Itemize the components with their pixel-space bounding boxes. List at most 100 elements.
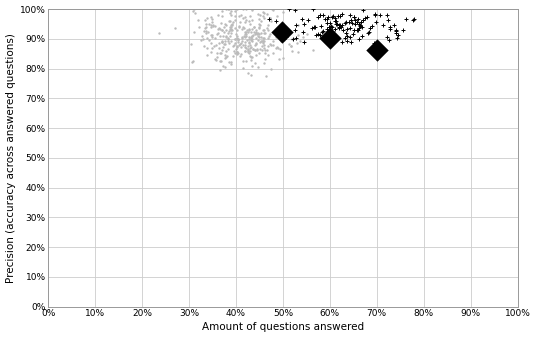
Point	[349, 14, 358, 20]
Point	[269, 50, 277, 56]
Point	[249, 24, 258, 30]
Point	[371, 11, 379, 17]
Point	[295, 38, 304, 44]
Point	[227, 26, 235, 31]
Point	[218, 38, 226, 44]
Point	[353, 19, 361, 25]
Point	[233, 51, 242, 57]
Point	[230, 40, 239, 45]
Point	[347, 40, 355, 45]
Point	[287, 36, 296, 42]
Point	[365, 29, 374, 35]
Point	[259, 35, 267, 41]
Point	[222, 49, 230, 54]
Point	[205, 37, 213, 43]
Point	[280, 24, 289, 30]
Point	[294, 22, 302, 28]
Point	[327, 30, 336, 35]
Point	[327, 14, 336, 20]
Point	[216, 26, 225, 32]
Point	[207, 32, 216, 38]
Point	[402, 17, 411, 22]
Point	[358, 33, 367, 38]
Point	[328, 14, 337, 19]
Point	[263, 11, 271, 17]
Point	[215, 33, 224, 39]
Point	[227, 30, 235, 35]
Point	[326, 23, 335, 29]
Point	[310, 24, 318, 29]
Point	[323, 20, 331, 26]
Point	[240, 29, 249, 35]
Point	[243, 70, 252, 75]
Point	[276, 46, 285, 51]
Point	[202, 35, 211, 41]
Point	[393, 35, 401, 41]
Point	[155, 31, 163, 36]
Point	[245, 39, 254, 44]
Point	[218, 40, 226, 45]
Point	[245, 43, 254, 48]
Point	[355, 24, 364, 29]
Point	[220, 52, 229, 58]
Point	[269, 38, 277, 43]
Point	[252, 41, 260, 46]
Point	[244, 35, 253, 40]
Point	[211, 35, 220, 41]
Point	[221, 34, 230, 40]
Point	[241, 29, 250, 34]
Point	[229, 53, 237, 58]
Point	[316, 13, 325, 18]
Point	[364, 30, 373, 35]
Point	[238, 34, 247, 40]
Point	[260, 61, 269, 66]
Point	[252, 35, 260, 41]
Point	[199, 29, 208, 34]
Point	[250, 60, 259, 66]
Point	[354, 36, 363, 42]
Point	[219, 64, 227, 69]
Point	[278, 29, 286, 34]
Point	[247, 54, 255, 60]
Point	[200, 43, 209, 48]
Point	[239, 16, 248, 21]
Point	[203, 15, 211, 21]
Point	[218, 27, 227, 33]
Point	[208, 16, 217, 22]
Point	[391, 30, 400, 35]
Point	[280, 24, 288, 29]
Point	[202, 46, 211, 51]
Point	[233, 27, 242, 33]
Point	[356, 19, 365, 25]
Point	[252, 47, 261, 52]
Point	[227, 28, 236, 33]
Point	[244, 27, 253, 32]
Point	[248, 7, 256, 13]
Point	[225, 6, 233, 12]
Point	[323, 26, 331, 31]
Point	[390, 23, 399, 28]
Point	[277, 39, 286, 44]
Point	[271, 19, 280, 24]
Point	[368, 23, 377, 28]
Point	[292, 35, 300, 40]
Point	[224, 6, 232, 12]
Point	[392, 27, 401, 33]
Point	[260, 42, 269, 48]
Point	[256, 46, 264, 52]
Point	[346, 34, 354, 40]
Point	[200, 18, 209, 23]
Point	[316, 32, 324, 38]
Point	[383, 35, 392, 40]
Point	[218, 8, 226, 14]
Point	[327, 39, 336, 45]
Point	[214, 31, 222, 36]
Point	[220, 42, 229, 47]
Point	[237, 13, 245, 18]
Point	[260, 45, 269, 51]
Point	[188, 60, 196, 65]
Point	[259, 27, 267, 32]
Point	[206, 33, 215, 38]
Point	[271, 46, 280, 51]
Point	[291, 22, 300, 27]
